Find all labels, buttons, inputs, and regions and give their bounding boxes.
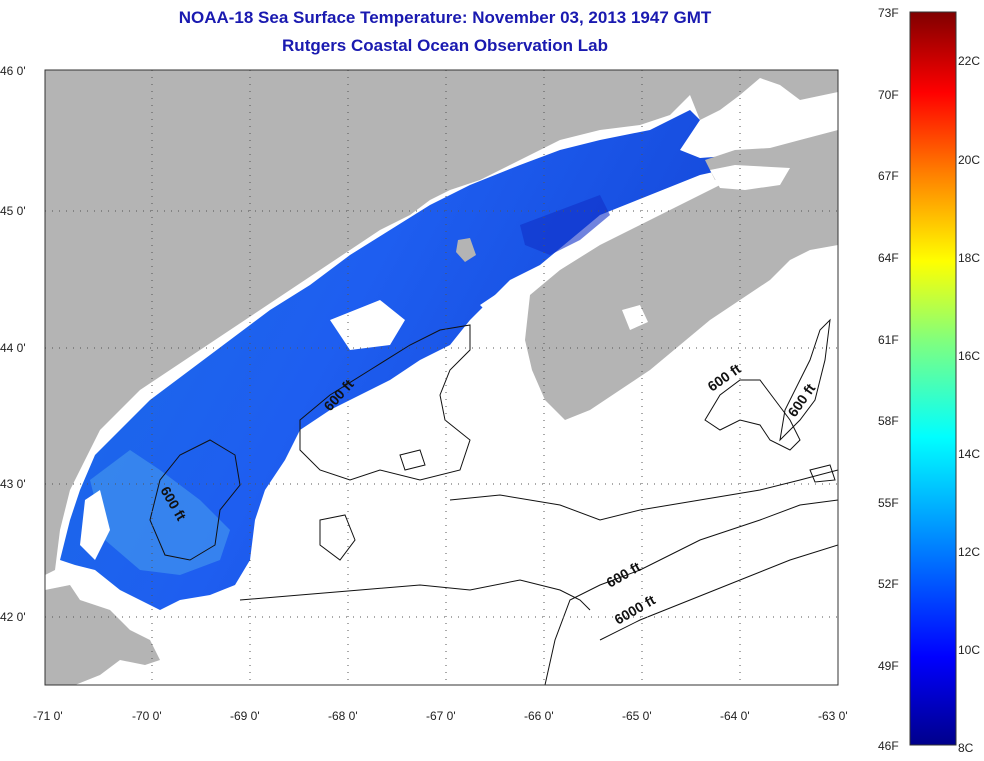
land-new-england [45,70,838,575]
land-cape-cod [45,585,160,685]
sst-warm-patch [90,450,230,575]
cloud-gap [330,300,405,350]
colorbar-c-label: 16C [958,349,980,363]
colorbar-c-label: 18C [958,251,980,265]
colorbar-f-label: 73F [878,6,899,20]
map-subtitle: Rutgers Coastal Ocean Observation Lab [282,36,608,55]
lat-label: 46 0' [0,64,26,78]
lat-label: 42 0' [0,610,26,624]
colorbar-c-label: 22C [958,54,980,68]
land-island [456,238,476,262]
lon-label: -70 0' [132,709,162,723]
colorbar-f-label: 46F [878,739,899,753]
lat-label: 44 0' [0,341,26,355]
depth-contours [149,318,838,685]
colorbar-c-label: 14C [958,447,980,461]
cloud-gap [710,165,790,190]
lon-label: -64 0' [720,709,750,723]
colorbar-c-label: 10C [958,643,980,657]
colorbar-f-label: 61F [878,333,899,347]
colorbar-f-label: 67F [878,169,899,183]
colorbar-f-label: 49F [878,659,899,673]
cloud-gap [480,275,530,320]
colorbar-c-label: 12C [958,545,980,559]
sst-cool-patch [520,195,610,255]
colorbar-f-label: 70F [878,88,899,102]
colorbar-scale [909,11,957,746]
lon-label: -66 0' [524,709,554,723]
lon-label: -69 0' [230,709,260,723]
land-nova-scotia [525,145,838,420]
lon-label: -65 0' [622,709,652,723]
lon-label: -63 0' [818,709,848,723]
colorbar-f-label: 64F [878,251,899,265]
lon-label: -71 0' [33,709,63,723]
colorbar-c-label: 8C [958,741,974,755]
colorbar-f-label: 58F [878,414,899,428]
lat-label: 43 0' [0,477,26,491]
lon-label: -67 0' [426,709,456,723]
map-title: NOAA-18 Sea Surface Temperature: Novembe… [178,8,712,27]
colorbar-f-label: 55F [878,496,899,510]
colorbar-f-label: 52F [878,577,899,591]
lon-label: -68 0' [328,709,358,723]
cloud-gap [622,305,648,330]
colorbar-c-label: 20C [958,153,980,167]
lat-label: 45 0' [0,204,26,218]
cloud-gap [80,490,110,560]
map-frame [44,69,839,686]
